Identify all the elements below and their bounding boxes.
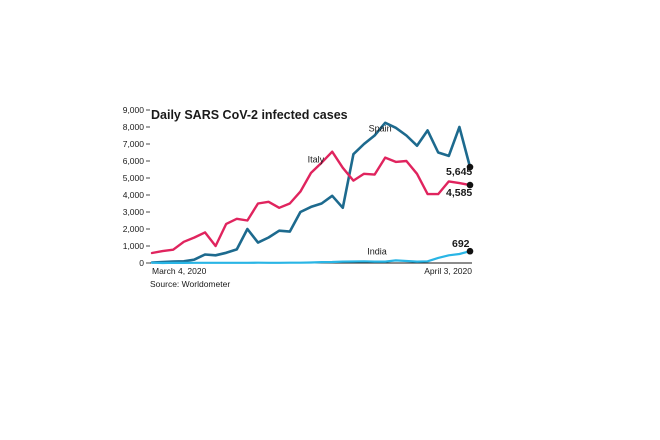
- y-tick-label: 5,000: [123, 173, 145, 183]
- y-tick-label: 1,000: [123, 241, 145, 251]
- y-tick-label: 9,000: [123, 105, 145, 115]
- y-tick-label: 0: [139, 258, 144, 268]
- series-name-india: India: [367, 247, 387, 257]
- end-marker-italy: [466, 181, 474, 189]
- series-name-spain: Spain: [369, 124, 392, 134]
- series-lines: [150, 121, 474, 265]
- series-line-italy: [150, 150, 472, 255]
- series-name-italy: Italy: [308, 155, 325, 165]
- y-tick-label: 7,000: [123, 139, 145, 149]
- x-end-label: April 3, 2020: [424, 266, 472, 276]
- end-marker-india: [466, 247, 474, 255]
- y-tick-label: 4,000: [123, 190, 145, 200]
- y-tick-label: 3,000: [123, 207, 145, 217]
- y-tick-label: 6,000: [123, 156, 145, 166]
- series-line-spain: [150, 121, 472, 264]
- y-tick-label: 8,000: [123, 122, 145, 132]
- end-value-italy: 4,585: [446, 187, 472, 199]
- series-line-india: [150, 250, 472, 265]
- y-axis: 0 1,000 2,000 3,000 4,000 5,000 6,000 7,000 8,00…: [123, 105, 150, 268]
- end-marker-spain: [466, 163, 474, 171]
- end-value-spain: 5,645: [446, 166, 472, 178]
- series-labels: Spain 5,645 Italy 4,585 India 692: [308, 124, 473, 257]
- y-tick-label: 2,000: [123, 224, 145, 234]
- chart-title: Daily SARS CoV-2 infected cases: [151, 108, 348, 122]
- end-value-india: 692: [452, 238, 470, 250]
- source-note: Source: Worldometer: [150, 279, 230, 289]
- x-start-label: March 4, 2020: [152, 266, 207, 276]
